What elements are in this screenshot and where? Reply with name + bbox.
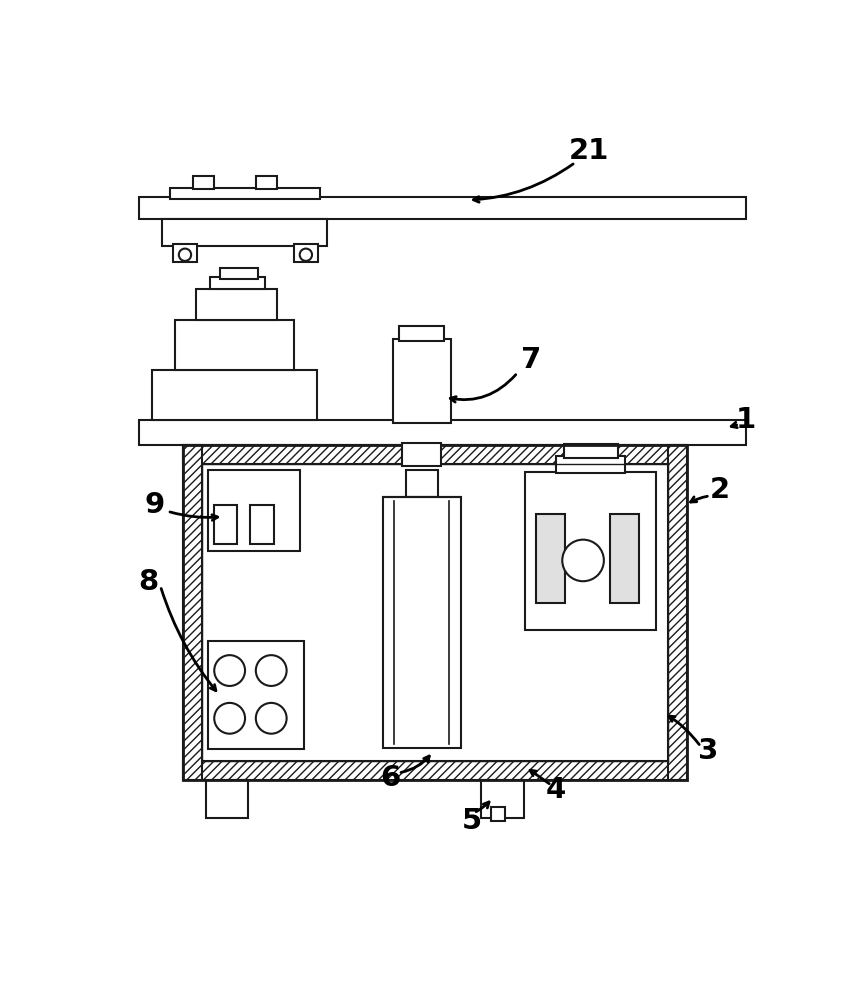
Bar [210, 277, 265, 289]
Bar [402, 443, 442, 466]
Circle shape [179, 249, 192, 261]
Text: 7: 7 [521, 346, 542, 374]
Text: 8: 8 [138, 568, 158, 596]
Bar [564, 444, 618, 458]
Bar [196, 289, 277, 320]
Bar [206, 780, 248, 818]
Bar [610, 514, 639, 603]
Bar [556, 456, 625, 473]
Bar [183, 761, 687, 780]
Bar [161, 219, 327, 246]
Bar [536, 514, 565, 603]
Circle shape [214, 655, 245, 686]
Bar [183, 445, 687, 780]
Circle shape [256, 703, 287, 734]
Text: 4: 4 [546, 776, 566, 804]
Bar [406, 470, 437, 497]
Bar [152, 370, 318, 420]
Text: 1: 1 [735, 406, 756, 434]
Bar [208, 641, 304, 749]
Circle shape [300, 249, 312, 261]
Text: 6: 6 [381, 764, 400, 792]
Bar [667, 445, 687, 780]
Text: 5: 5 [461, 807, 482, 835]
Bar [139, 197, 746, 219]
Text: 9: 9 [144, 491, 164, 519]
Bar [481, 780, 524, 818]
Bar [183, 445, 687, 464]
Text: 21: 21 [569, 137, 609, 165]
Bar [139, 420, 746, 445]
Bar [526, 472, 656, 630]
Circle shape [563, 540, 604, 581]
Bar [256, 176, 277, 189]
Text: 3: 3 [698, 737, 719, 765]
Bar [173, 244, 198, 262]
Bar [220, 268, 259, 279]
Circle shape [214, 703, 245, 734]
Bar [183, 445, 202, 780]
Bar [175, 320, 295, 370]
Bar [294, 244, 318, 262]
Bar [399, 326, 444, 341]
Text: 2: 2 [710, 476, 730, 504]
Bar [214, 505, 237, 544]
Bar [192, 176, 214, 189]
Bar [490, 807, 504, 821]
Bar [169, 188, 320, 199]
Bar [393, 339, 451, 423]
Bar [202, 464, 667, 761]
Bar [383, 497, 460, 748]
Circle shape [256, 655, 287, 686]
Bar [208, 470, 301, 551]
Bar [251, 505, 273, 544]
